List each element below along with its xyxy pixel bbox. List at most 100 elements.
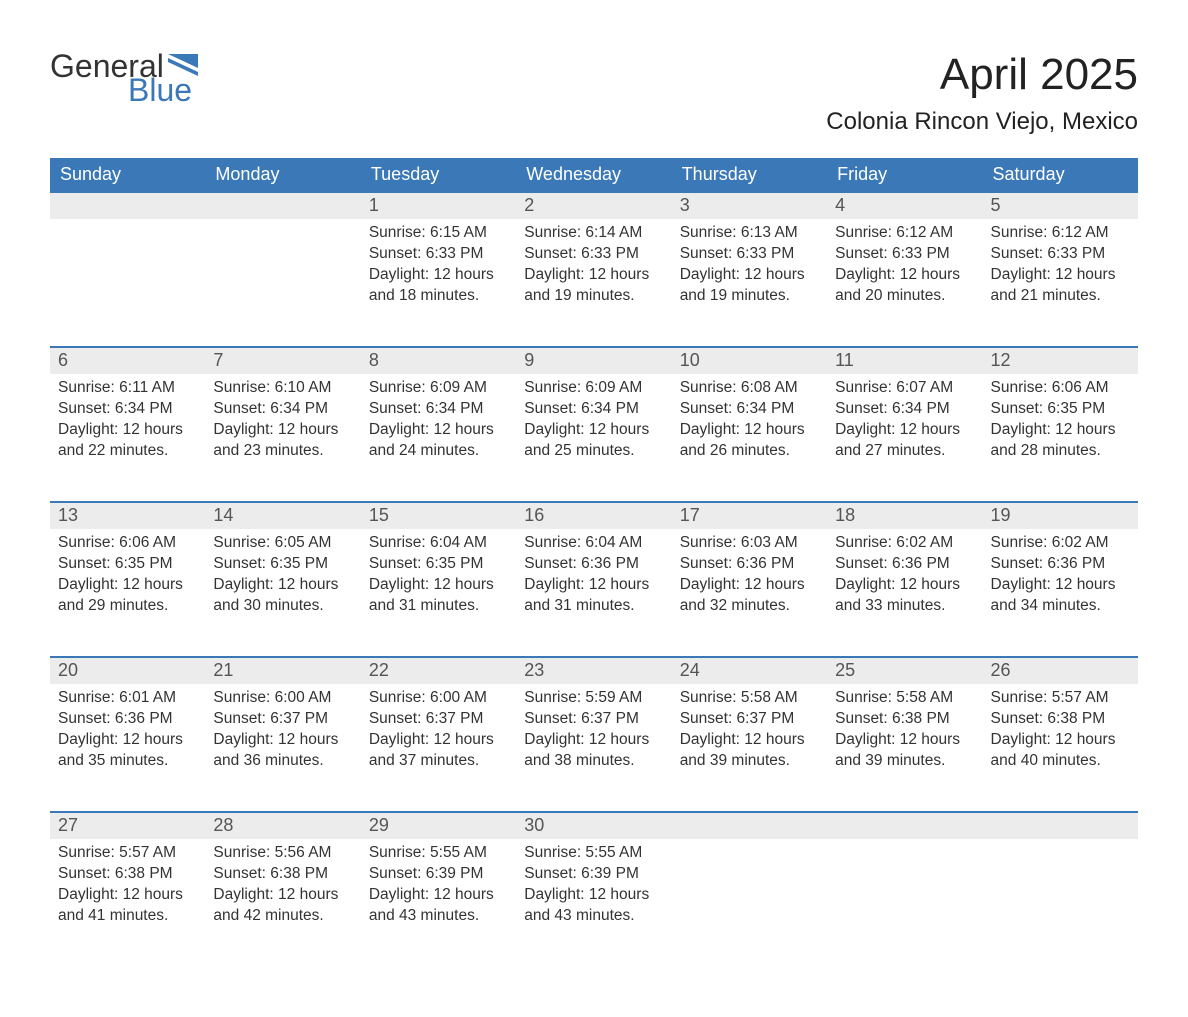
- sunrise-text: Sunrise: 6:04 AM: [524, 533, 663, 554]
- day-body: Sunrise: 6:10 AMSunset: 6:34 PMDaylight:…: [205, 374, 360, 476]
- sunrise-text: Sunrise: 6:03 AM: [680, 533, 819, 554]
- day-number: 12: [983, 348, 1138, 374]
- day-number: 16: [516, 503, 671, 529]
- day-number: [672, 813, 827, 839]
- calendar-table: Sunday Monday Tuesday Wednesday Thursday…: [50, 158, 1138, 967]
- sunset-text: Sunset: 6:33 PM: [369, 244, 508, 265]
- day-body: Sunrise: 6:14 AMSunset: 6:33 PMDaylight:…: [516, 219, 671, 321]
- week-body-row: Sunrise: 6:06 AMSunset: 6:35 PMDaylight:…: [50, 529, 1138, 657]
- weekday-header: Thursday: [672, 158, 827, 192]
- day-body: Sunrise: 6:03 AMSunset: 6:36 PMDaylight:…: [672, 529, 827, 631]
- day-number: 5: [983, 193, 1138, 219]
- week-body-row: Sunrise: 6:15 AMSunset: 6:33 PMDaylight:…: [50, 219, 1138, 347]
- day-number: 4: [827, 193, 982, 219]
- sunrise-text: Sunrise: 6:09 AM: [524, 378, 663, 399]
- week-body-row: Sunrise: 6:11 AMSunset: 6:34 PMDaylight:…: [50, 374, 1138, 502]
- sunrise-text: Sunrise: 5:55 AM: [524, 843, 663, 864]
- week-daynum-row: 6789101112: [50, 347, 1138, 374]
- brand-logo: General Blue: [50, 50, 198, 106]
- sunset-text: Sunset: 6:33 PM: [524, 244, 663, 265]
- sunrise-text: Sunrise: 6:13 AM: [680, 223, 819, 244]
- sunset-text: Sunset: 6:34 PM: [58, 399, 197, 420]
- day-body: Sunrise: 6:09 AMSunset: 6:34 PMDaylight:…: [516, 374, 671, 476]
- day-number: 26: [983, 658, 1138, 684]
- sunset-text: Sunset: 6:38 PM: [58, 864, 197, 885]
- sunrise-text: Sunrise: 6:01 AM: [58, 688, 197, 709]
- brand-word2: Blue: [128, 74, 198, 106]
- daylight-text: Daylight: 12 hours and 43 minutes.: [369, 885, 508, 927]
- day-number: [205, 193, 360, 219]
- sunrise-text: Sunrise: 6:06 AM: [991, 378, 1130, 399]
- day-number: 25: [827, 658, 982, 684]
- daylight-text: Daylight: 12 hours and 29 minutes.: [58, 575, 197, 617]
- daylight-text: Daylight: 12 hours and 31 minutes.: [369, 575, 508, 617]
- location-subtitle: Colonia Rincon Viejo, Mexico: [826, 108, 1138, 136]
- day-body: Sunrise: 6:05 AMSunset: 6:35 PMDaylight:…: [205, 529, 360, 631]
- daylight-text: Daylight: 12 hours and 22 minutes.: [58, 420, 197, 462]
- day-body: Sunrise: 6:09 AMSunset: 6:34 PMDaylight:…: [361, 374, 516, 476]
- daylight-text: Daylight: 12 hours and 37 minutes.: [369, 730, 508, 772]
- weekday-header-row: Sunday Monday Tuesday Wednesday Thursday…: [50, 158, 1138, 192]
- day-body: Sunrise: 6:02 AMSunset: 6:36 PMDaylight:…: [827, 529, 982, 631]
- header: General Blue April 2025 Colonia Rincon V…: [50, 50, 1138, 148]
- weekday-header: Tuesday: [361, 158, 516, 192]
- week-daynum-row: 12345: [50, 192, 1138, 219]
- daylight-text: Daylight: 12 hours and 31 minutes.: [524, 575, 663, 617]
- day-number: 17: [672, 503, 827, 529]
- sunset-text: Sunset: 6:39 PM: [524, 864, 663, 885]
- sunrise-text: Sunrise: 6:11 AM: [58, 378, 197, 399]
- daylight-text: Daylight: 12 hours and 26 minutes.: [680, 420, 819, 462]
- sunrise-text: Sunrise: 6:02 AM: [991, 533, 1130, 554]
- sunset-text: Sunset: 6:34 PM: [680, 399, 819, 420]
- sunset-text: Sunset: 6:36 PM: [991, 554, 1130, 575]
- sunset-text: Sunset: 6:34 PM: [524, 399, 663, 420]
- sunrise-text: Sunrise: 6:02 AM: [835, 533, 974, 554]
- sunrise-text: Sunrise: 6:12 AM: [835, 223, 974, 244]
- daylight-text: Daylight: 12 hours and 24 minutes.: [369, 420, 508, 462]
- weekday-header: Sunday: [50, 158, 205, 192]
- day-body: Sunrise: 6:06 AMSunset: 6:35 PMDaylight:…: [50, 529, 205, 631]
- day-body: Sunrise: 6:04 AMSunset: 6:35 PMDaylight:…: [361, 529, 516, 631]
- daylight-text: Daylight: 12 hours and 23 minutes.: [213, 420, 352, 462]
- day-body: Sunrise: 5:59 AMSunset: 6:37 PMDaylight:…: [516, 684, 671, 786]
- day-number: 2: [516, 193, 671, 219]
- sunset-text: Sunset: 6:36 PM: [524, 554, 663, 575]
- day-number: 8: [361, 348, 516, 374]
- daylight-text: Daylight: 12 hours and 43 minutes.: [524, 885, 663, 927]
- sunset-text: Sunset: 6:37 PM: [524, 709, 663, 730]
- day-body: Sunrise: 6:00 AMSunset: 6:37 PMDaylight:…: [205, 684, 360, 786]
- day-number: 28: [205, 813, 360, 839]
- day-number: [827, 813, 982, 839]
- week-body-row: Sunrise: 5:57 AMSunset: 6:38 PMDaylight:…: [50, 839, 1138, 967]
- sunrise-text: Sunrise: 6:08 AM: [680, 378, 819, 399]
- sunrise-text: Sunrise: 6:07 AM: [835, 378, 974, 399]
- sunrise-text: Sunrise: 5:57 AM: [991, 688, 1130, 709]
- day-number: 24: [672, 658, 827, 684]
- sunset-text: Sunset: 6:37 PM: [213, 709, 352, 730]
- day-number: 27: [50, 813, 205, 839]
- day-body: [827, 839, 982, 857]
- day-number: 13: [50, 503, 205, 529]
- sunrise-text: Sunrise: 6:15 AM: [369, 223, 508, 244]
- sunset-text: Sunset: 6:36 PM: [58, 709, 197, 730]
- sunset-text: Sunset: 6:38 PM: [835, 709, 974, 730]
- day-body: Sunrise: 6:04 AMSunset: 6:36 PMDaylight:…: [516, 529, 671, 631]
- month-title: April 2025: [826, 50, 1138, 100]
- week-daynum-row: 27282930: [50, 812, 1138, 839]
- sunrise-text: Sunrise: 6:10 AM: [213, 378, 352, 399]
- sunset-text: Sunset: 6:33 PM: [680, 244, 819, 265]
- day-number: 30: [516, 813, 671, 839]
- day-number: 7: [205, 348, 360, 374]
- daylight-text: Daylight: 12 hours and 32 minutes.: [680, 575, 819, 617]
- day-number: 22: [361, 658, 516, 684]
- day-body: Sunrise: 6:02 AMSunset: 6:36 PMDaylight:…: [983, 529, 1138, 631]
- daylight-text: Daylight: 12 hours and 33 minutes.: [835, 575, 974, 617]
- weekday-header: Monday: [205, 158, 360, 192]
- weekday-header: Friday: [827, 158, 982, 192]
- day-body: Sunrise: 6:00 AMSunset: 6:37 PMDaylight:…: [361, 684, 516, 786]
- sunset-text: Sunset: 6:37 PM: [680, 709, 819, 730]
- daylight-text: Daylight: 12 hours and 30 minutes.: [213, 575, 352, 617]
- sunset-text: Sunset: 6:33 PM: [991, 244, 1130, 265]
- sunrise-text: Sunrise: 5:58 AM: [835, 688, 974, 709]
- daylight-text: Daylight: 12 hours and 28 minutes.: [991, 420, 1130, 462]
